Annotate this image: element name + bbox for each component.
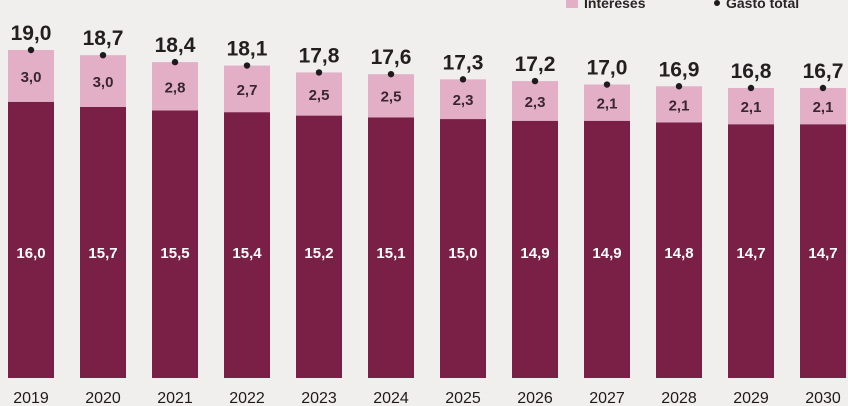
total-label-2021: 18,4: [155, 34, 196, 57]
base-label-2030: 14,7: [808, 245, 837, 262]
legend-gasto-total: Gasto total: [714, 0, 799, 12]
intereses-label-2030: 2,1: [813, 99, 834, 116]
bar-intereses-2022: [224, 65, 270, 113]
base-label-2027: 14,9: [592, 245, 621, 262]
base-label-2026: 14,9: [520, 245, 549, 262]
total-dot-2027: [603, 81, 611, 88]
bar-intereses-2021: [152, 62, 198, 111]
bar-base-2028: [656, 122, 702, 378]
bar-base-2022: [224, 112, 270, 378]
total-dot-2024: [387, 70, 395, 78]
total-label-2029: 16,8: [731, 60, 772, 83]
base-label-2022: 15,4: [232, 245, 262, 262]
base-label-2020: 15,7: [88, 245, 117, 262]
base-label-2025: 15,0: [448, 245, 477, 262]
bar-base-2026: [512, 120, 558, 379]
bar-intereses-2023: [296, 72, 342, 116]
bar-intereses-2019: [8, 50, 54, 102]
x-tick-label-2022: 2022: [229, 390, 265, 406]
bar-base-2030: [800, 124, 846, 378]
intereses-label-2029: 2,1: [741, 99, 762, 116]
bar-intereses-2027: [584, 84, 630, 121]
total-label-2024: 17,6: [371, 46, 412, 69]
total-dot-2029: [747, 84, 755, 92]
total-label-2020: 18,7: [83, 27, 124, 50]
legend-swatch-intereses: [566, 0, 578, 8]
legend-intereses: Intereses: [566, 0, 645, 12]
intereses-label-2027: 2,1: [597, 96, 618, 113]
total-label-2019: 19,0: [11, 22, 52, 45]
intereses-label-2019: 3,0: [21, 69, 42, 86]
bar-intereses-2020: [80, 55, 126, 107]
bar-base-2021: [152, 110, 198, 378]
total-dot-2025: [459, 76, 467, 83]
total-dot-2023: [315, 69, 323, 76]
x-tick-label-2019: 2019: [13, 390, 49, 406]
total-dot-2020: [99, 51, 107, 59]
x-tick-label-2020: 2020: [85, 390, 121, 406]
x-tick-label-2025: 2025: [445, 390, 481, 406]
bar-intereses-2025: [440, 79, 486, 120]
bar-base-2019: [8, 101, 54, 378]
bar-base-2029: [728, 124, 774, 378]
bar-base-2020: [80, 106, 126, 379]
x-tick-label-2030: 2030: [805, 390, 841, 406]
intereses-label-2023: 2,5: [309, 87, 330, 104]
base-label-2023: 15,2: [304, 245, 333, 262]
total-dot-2028: [675, 83, 683, 90]
x-tick-label-2024: 2024: [373, 390, 409, 406]
total-dot-2026: [531, 77, 539, 85]
intereses-label-2028: 2,1: [669, 97, 690, 114]
total-label-2022: 18,1: [227, 38, 268, 61]
bar-base-2027: [584, 120, 630, 379]
bar-intereses-2024: [368, 74, 414, 118]
base-label-2029: 14,7: [736, 245, 765, 262]
x-tick-label-2026: 2026: [517, 390, 553, 406]
legend-label-intereses: Intereses: [584, 0, 646, 11]
bar-intereses-2029: [728, 87, 774, 125]
base-label-2019: 16,0: [16, 245, 45, 262]
x-tick-label-2023: 2023: [301, 390, 337, 406]
intereses-label-2025: 2,3: [453, 92, 474, 109]
base-label-2028: 14,8: [664, 245, 693, 262]
bar-base-2023: [296, 115, 342, 378]
bar-base-2025: [440, 119, 486, 378]
x-tick-label-2021: 2021: [157, 390, 193, 406]
bar-base-2024: [368, 117, 414, 378]
base-label-2024: 15,1: [376, 245, 405, 262]
intereses-label-2022: 2,7: [237, 82, 258, 99]
total-dot-2019: [27, 46, 35, 54]
bar-intereses-2026: [512, 81, 558, 121]
total-label-2028: 16,9: [659, 58, 700, 81]
total-dot-2021: [171, 58, 179, 66]
intereses-label-2024: 2,5: [381, 89, 402, 106]
total-label-2030: 16,7: [803, 60, 844, 83]
total-label-2025: 17,3: [443, 51, 484, 74]
bar-intereses-2028: [656, 86, 702, 123]
intereses-label-2026: 2,3: [525, 94, 546, 111]
intereses-label-2021: 2,8: [165, 79, 186, 96]
total-dot-2030: [819, 84, 827, 92]
total-dot-2022: [243, 62, 251, 69]
total-label-2027: 17,0: [587, 57, 628, 80]
x-tick-label-2028: 2028: [661, 390, 697, 406]
legend-dot-gasto-total: [714, 0, 720, 6]
bar-intereses-2030: [800, 87, 846, 125]
intereses-label-2020: 3,0: [93, 74, 114, 91]
x-tick-label-2027: 2027: [589, 390, 625, 406]
total-label-2023: 17,8: [299, 44, 340, 67]
total-label-2026: 17,2: [515, 53, 556, 76]
legend-label-gasto-total: Gasto total: [726, 0, 800, 11]
base-label-2021: 15,5: [160, 245, 189, 262]
x-tick-label-2029: 2029: [733, 390, 769, 406]
